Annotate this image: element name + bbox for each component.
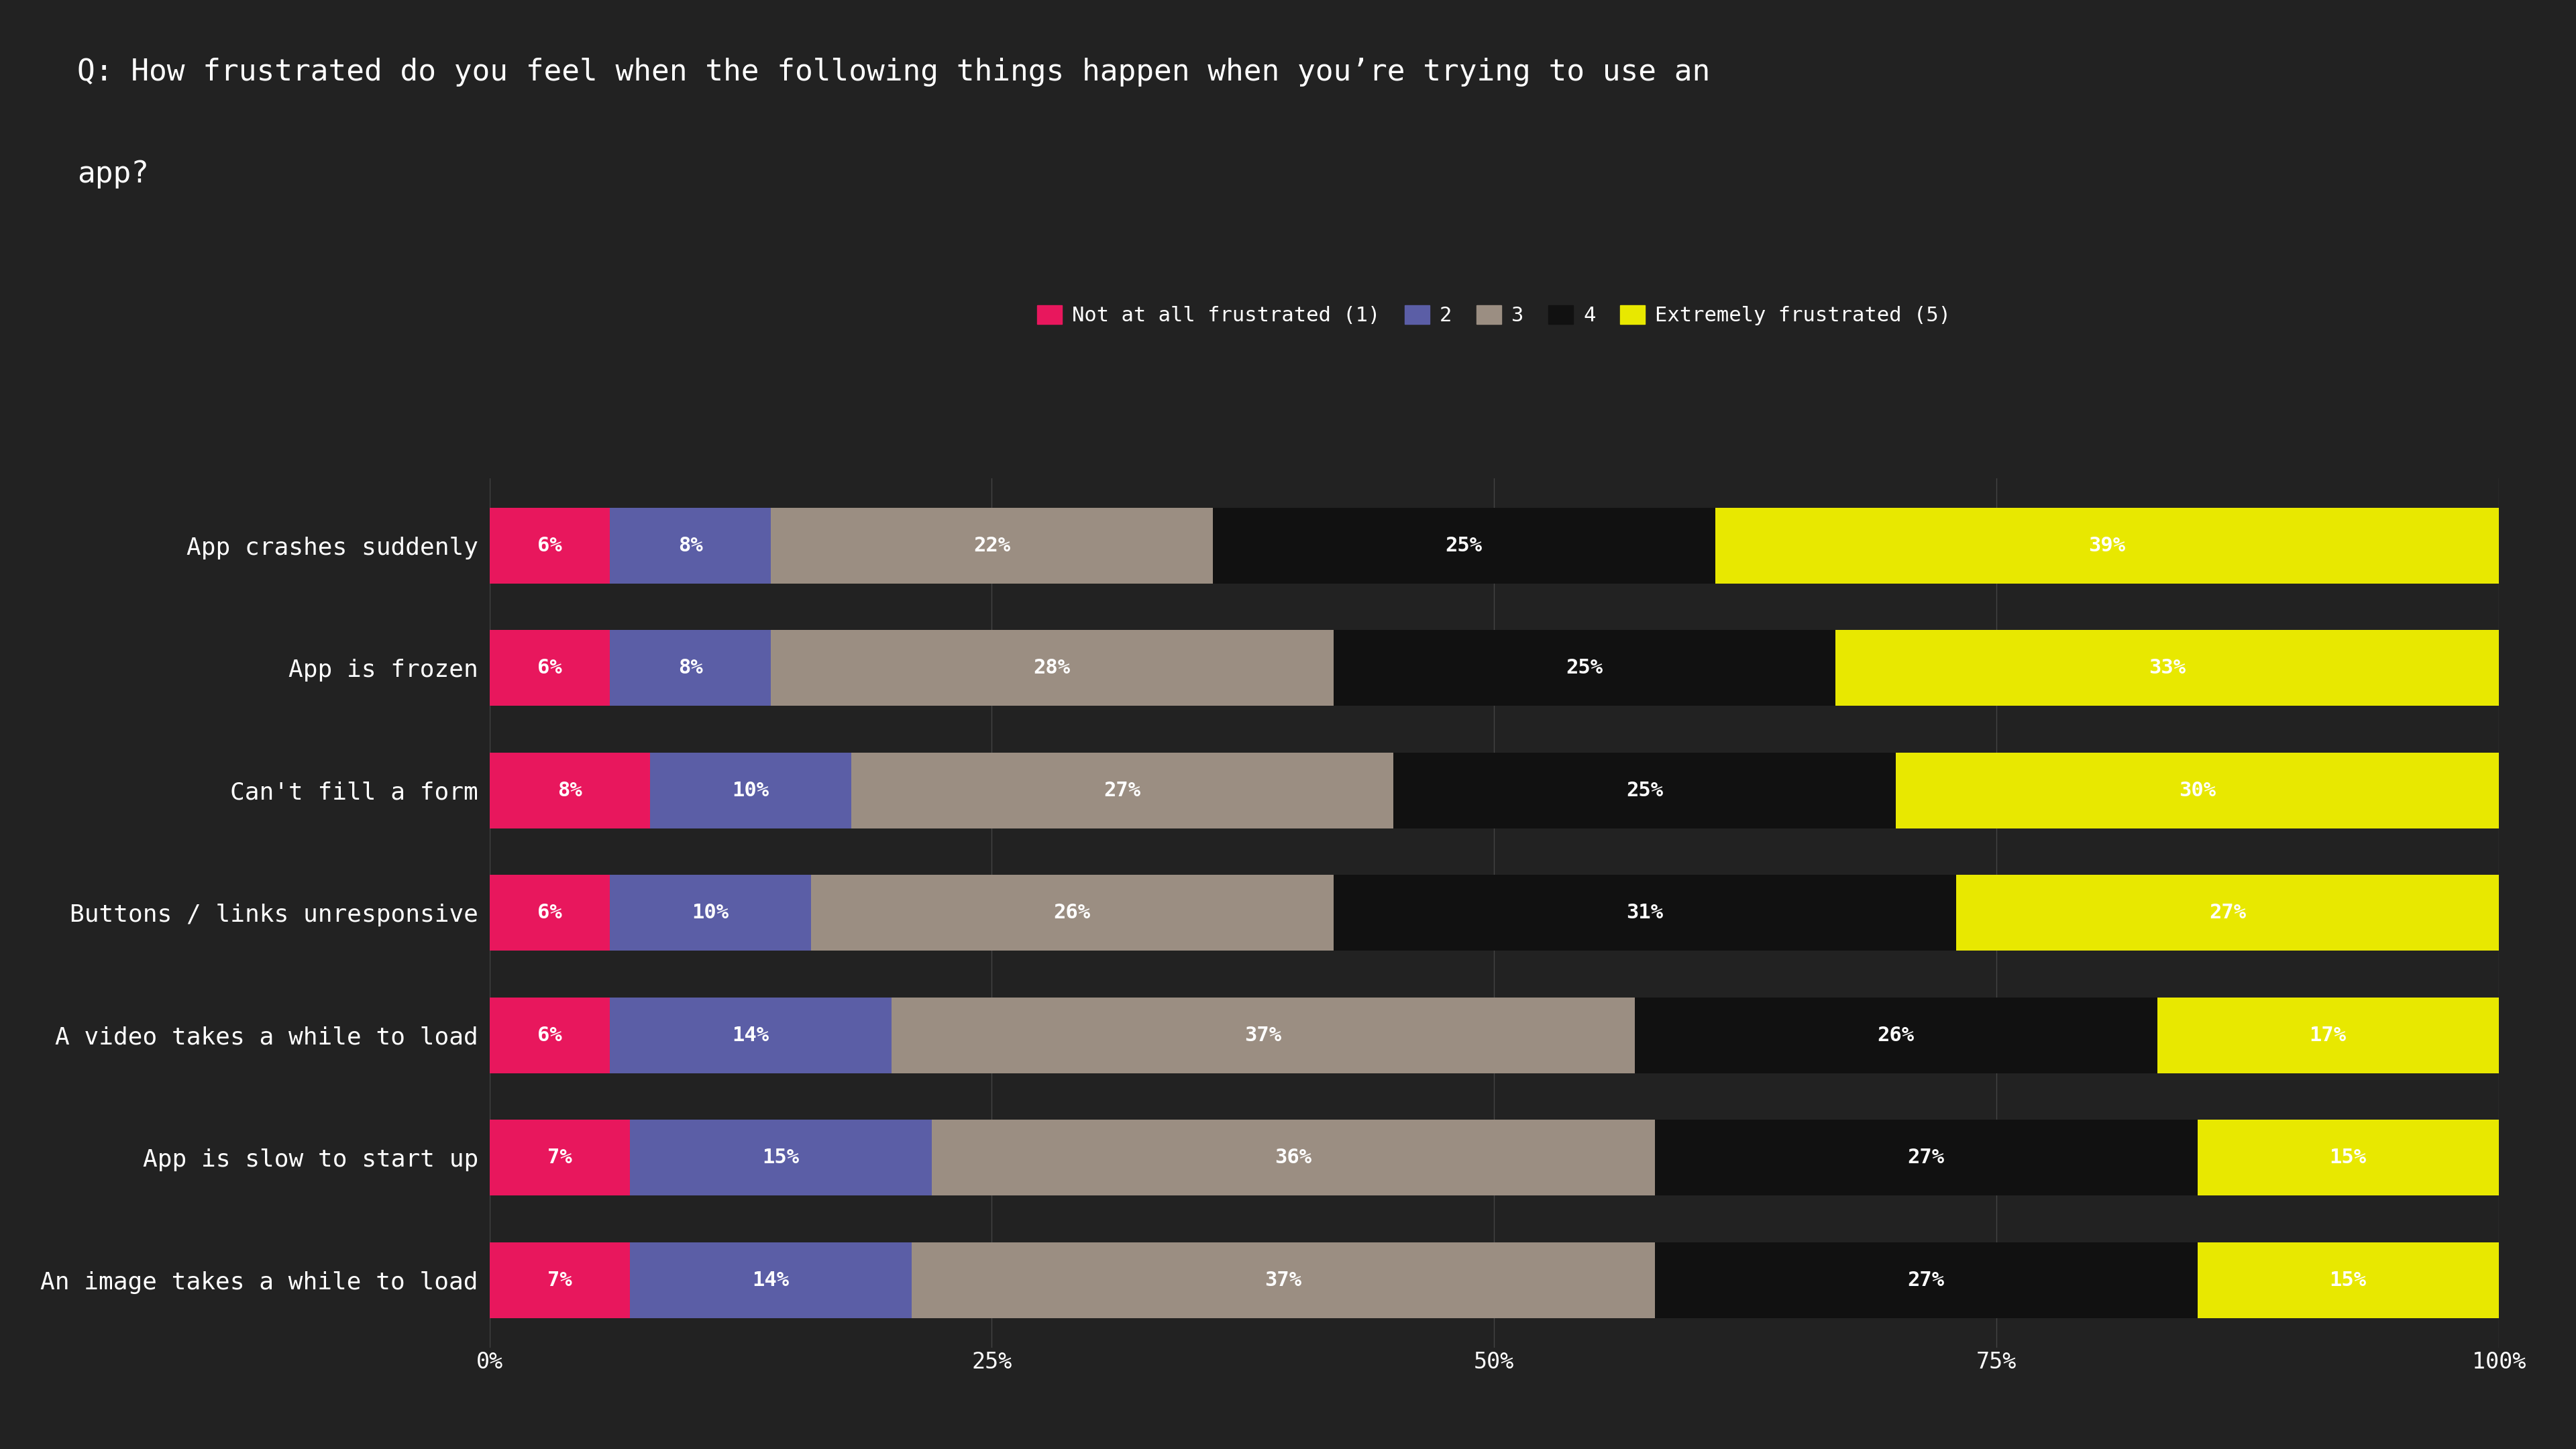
Bar bbox=[611, 997, 891, 1074]
Bar bbox=[2156, 997, 2499, 1074]
Text: 6%: 6% bbox=[538, 658, 562, 678]
Bar bbox=[811, 875, 1334, 951]
Text: 8%: 8% bbox=[556, 781, 582, 800]
Text: 22%: 22% bbox=[974, 536, 1010, 555]
Text: 27%: 27% bbox=[2210, 903, 2246, 923]
Text: 7%: 7% bbox=[549, 1148, 572, 1168]
Bar bbox=[2197, 1120, 2499, 1195]
Bar bbox=[611, 630, 770, 706]
Bar bbox=[1636, 997, 2156, 1074]
Bar bbox=[489, 875, 611, 951]
Bar bbox=[770, 507, 1213, 584]
Text: 6%: 6% bbox=[538, 1026, 562, 1045]
Bar bbox=[489, 1120, 631, 1195]
Text: 36%: 36% bbox=[1275, 1148, 1311, 1168]
Text: 33%: 33% bbox=[2148, 658, 2184, 678]
Bar bbox=[2197, 1242, 2499, 1319]
Text: 26%: 26% bbox=[1054, 903, 1090, 923]
Bar bbox=[933, 1120, 1654, 1195]
Bar bbox=[649, 752, 850, 829]
Bar bbox=[631, 1120, 933, 1195]
Text: 25%: 25% bbox=[1445, 536, 1481, 555]
Bar bbox=[1716, 507, 2499, 584]
Text: 7%: 7% bbox=[549, 1271, 572, 1290]
Text: 31%: 31% bbox=[1625, 903, 1664, 923]
Text: app?: app? bbox=[77, 159, 149, 188]
Text: 28%: 28% bbox=[1033, 658, 1072, 678]
Text: 37%: 37% bbox=[1244, 1026, 1280, 1045]
Text: 26%: 26% bbox=[1878, 1026, 1914, 1045]
Bar bbox=[1334, 630, 1837, 706]
Text: 10%: 10% bbox=[732, 781, 770, 800]
Bar bbox=[1955, 875, 2499, 951]
Bar bbox=[850, 752, 1394, 829]
Bar bbox=[1837, 630, 2499, 706]
Bar bbox=[912, 1242, 1654, 1319]
Text: 39%: 39% bbox=[2089, 536, 2125, 555]
Text: Q: How frustrated do you feel when the following things happen when you’re tryin: Q: How frustrated do you feel when the f… bbox=[77, 58, 1710, 87]
Text: 25%: 25% bbox=[1625, 781, 1664, 800]
Bar bbox=[611, 507, 770, 584]
Text: 17%: 17% bbox=[2311, 1026, 2347, 1045]
Text: 30%: 30% bbox=[2179, 781, 2215, 800]
Bar bbox=[611, 875, 811, 951]
Bar bbox=[1654, 1242, 2197, 1319]
Text: 15%: 15% bbox=[762, 1148, 799, 1168]
Text: 37%: 37% bbox=[1265, 1271, 1301, 1290]
Bar bbox=[489, 997, 611, 1074]
Bar bbox=[1394, 752, 1896, 829]
Text: 6%: 6% bbox=[538, 903, 562, 923]
Bar bbox=[489, 752, 649, 829]
Legend: Not at all frustrated (1), 2, 3, 4, Extremely frustrated (5): Not at all frustrated (1), 2, 3, 4, Extr… bbox=[1028, 297, 1960, 333]
Text: 8%: 8% bbox=[677, 536, 703, 555]
Text: 15%: 15% bbox=[2329, 1148, 2367, 1168]
Text: 27%: 27% bbox=[1909, 1271, 1945, 1290]
Bar bbox=[1213, 507, 1716, 584]
Bar bbox=[1654, 1120, 2197, 1195]
Bar bbox=[1896, 752, 2499, 829]
Bar bbox=[770, 630, 1334, 706]
Bar bbox=[1334, 875, 1955, 951]
Text: 15%: 15% bbox=[2329, 1271, 2367, 1290]
Text: 14%: 14% bbox=[752, 1271, 788, 1290]
Text: 25%: 25% bbox=[1566, 658, 1602, 678]
Bar bbox=[489, 507, 611, 584]
Text: 27%: 27% bbox=[1909, 1148, 1945, 1168]
Bar bbox=[891, 997, 1636, 1074]
Text: 10%: 10% bbox=[693, 903, 729, 923]
Bar bbox=[489, 630, 611, 706]
Bar bbox=[489, 1242, 631, 1319]
Text: 8%: 8% bbox=[677, 658, 703, 678]
Text: 27%: 27% bbox=[1105, 781, 1141, 800]
Bar bbox=[631, 1242, 912, 1319]
Text: 6%: 6% bbox=[538, 536, 562, 555]
Text: 14%: 14% bbox=[732, 1026, 770, 1045]
